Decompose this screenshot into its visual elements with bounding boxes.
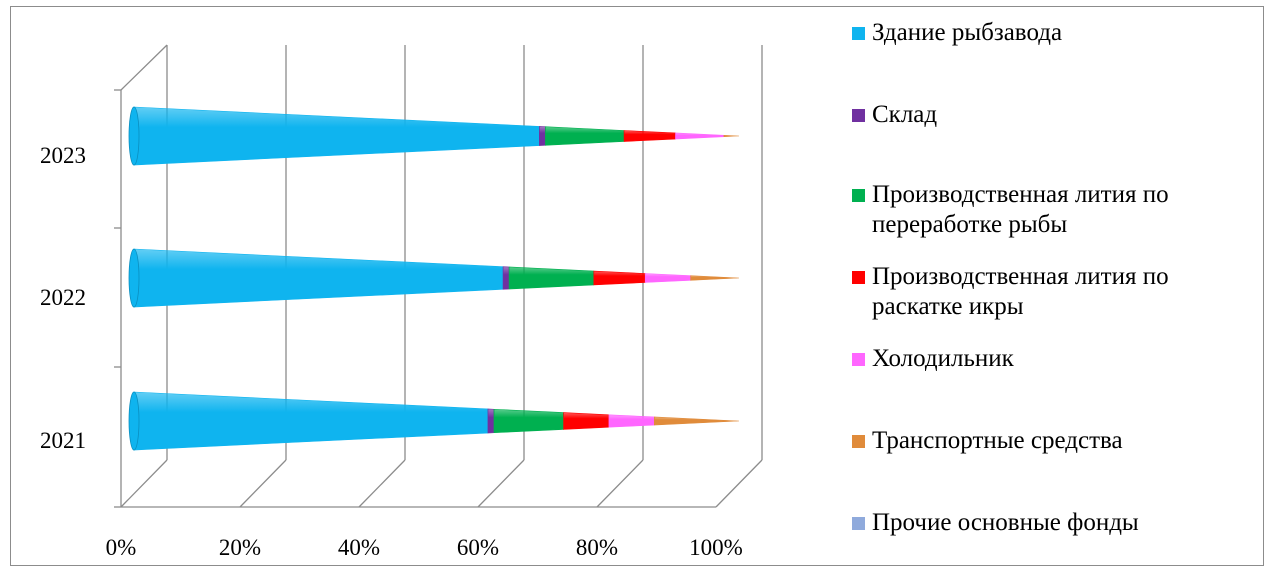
legend-swatch: [852, 517, 865, 530]
x-tick-label: 20%: [219, 535, 261, 560]
cone-base: [128, 391, 140, 451]
legend: Здание рыбзавода Склад Производственная ли…: [852, 0, 1262, 574]
cone-segment: [133, 391, 489, 451]
axis-labels: 0% 20% 40% 60% 80% 100% 2021 2022 2023: [40, 143, 743, 560]
cone-segment: [133, 106, 540, 166]
y-category-label: 2021: [40, 428, 86, 453]
floor-gridline: [715, 459, 763, 508]
legend-item: Производственная лития по раскатке икры: [852, 262, 1262, 322]
cone-segment: [502, 266, 510, 290]
cone-segment: [563, 412, 610, 430]
cone-segment: [644, 273, 691, 283]
floor-gridline: [239, 459, 287, 508]
cone-segment: [690, 275, 740, 281]
legend-swatch: [852, 271, 865, 284]
legend-label: Холодильник: [872, 345, 1014, 372]
y-category-label: 2023: [40, 143, 86, 168]
legend-label: Склад: [872, 101, 938, 128]
cone-segment: [675, 132, 725, 140]
legend-label: Здание рыбзавода: [872, 19, 1063, 46]
legend-item: Холодильник: [852, 344, 1262, 374]
legend-item: Транспортные средства: [852, 426, 1262, 456]
legend-label: Транспортные средства: [872, 427, 1123, 454]
floor-gridline: [120, 459, 168, 508]
cones: [128, 106, 740, 451]
cone-segment: [723, 134, 740, 138]
x-tick-label: 100%: [689, 535, 743, 560]
legend-item: Производственная лития по переработке ры…: [852, 180, 1262, 240]
legend-item: Прочие основные фонды: [852, 508, 1262, 538]
legend-swatch: [852, 27, 865, 40]
cone-segment: [133, 248, 504, 308]
legend-label: Производственная лития по раскатке икры: [872, 263, 1169, 320]
x-tick-label: 0%: [106, 535, 137, 560]
floor-gridline: [477, 459, 525, 508]
legend-swatch: [852, 435, 865, 448]
y-category-label: 2022: [40, 285, 86, 310]
cone-segment: [493, 408, 564, 434]
legend-label: Производственная лития по переработке ры…: [872, 181, 1169, 238]
cone-segment: [545, 126, 625, 146]
x-tick-label: 40%: [338, 535, 380, 560]
floor-gridline: [596, 459, 644, 508]
x-tick-label: 80%: [576, 535, 618, 560]
cone-segment: [654, 416, 740, 426]
cone-segment: [487, 408, 495, 434]
legend-swatch: [852, 353, 865, 366]
cone-base: [128, 248, 140, 308]
cone-segment: [508, 266, 595, 290]
cone-segment: [539, 126, 546, 146]
cone-base: [128, 106, 140, 166]
cone-segment: [608, 414, 655, 428]
cone-segment: [623, 130, 676, 142]
x-tick-label: 60%: [457, 535, 499, 560]
side-wall-top: [120, 44, 168, 91]
legend-swatch: [852, 109, 865, 122]
legend-swatch: [852, 189, 865, 202]
floor-gridline: [358, 459, 406, 508]
legend-label: Прочие основные фонды: [872, 509, 1139, 536]
cone-segment: [593, 270, 646, 286]
legend-item: Здание рыбзавода: [852, 18, 1262, 48]
legend-item: Склад: [852, 100, 1262, 130]
